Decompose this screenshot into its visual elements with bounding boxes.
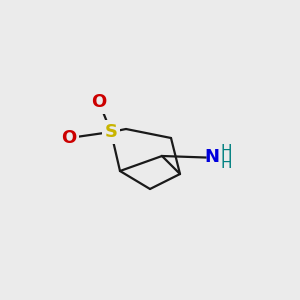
Text: H: H <box>221 156 232 171</box>
Text: O: O <box>92 93 106 111</box>
Text: H: H <box>221 144 232 159</box>
Text: O: O <box>61 129 76 147</box>
Text: N: N <box>204 148 219 166</box>
Text: S: S <box>104 123 118 141</box>
